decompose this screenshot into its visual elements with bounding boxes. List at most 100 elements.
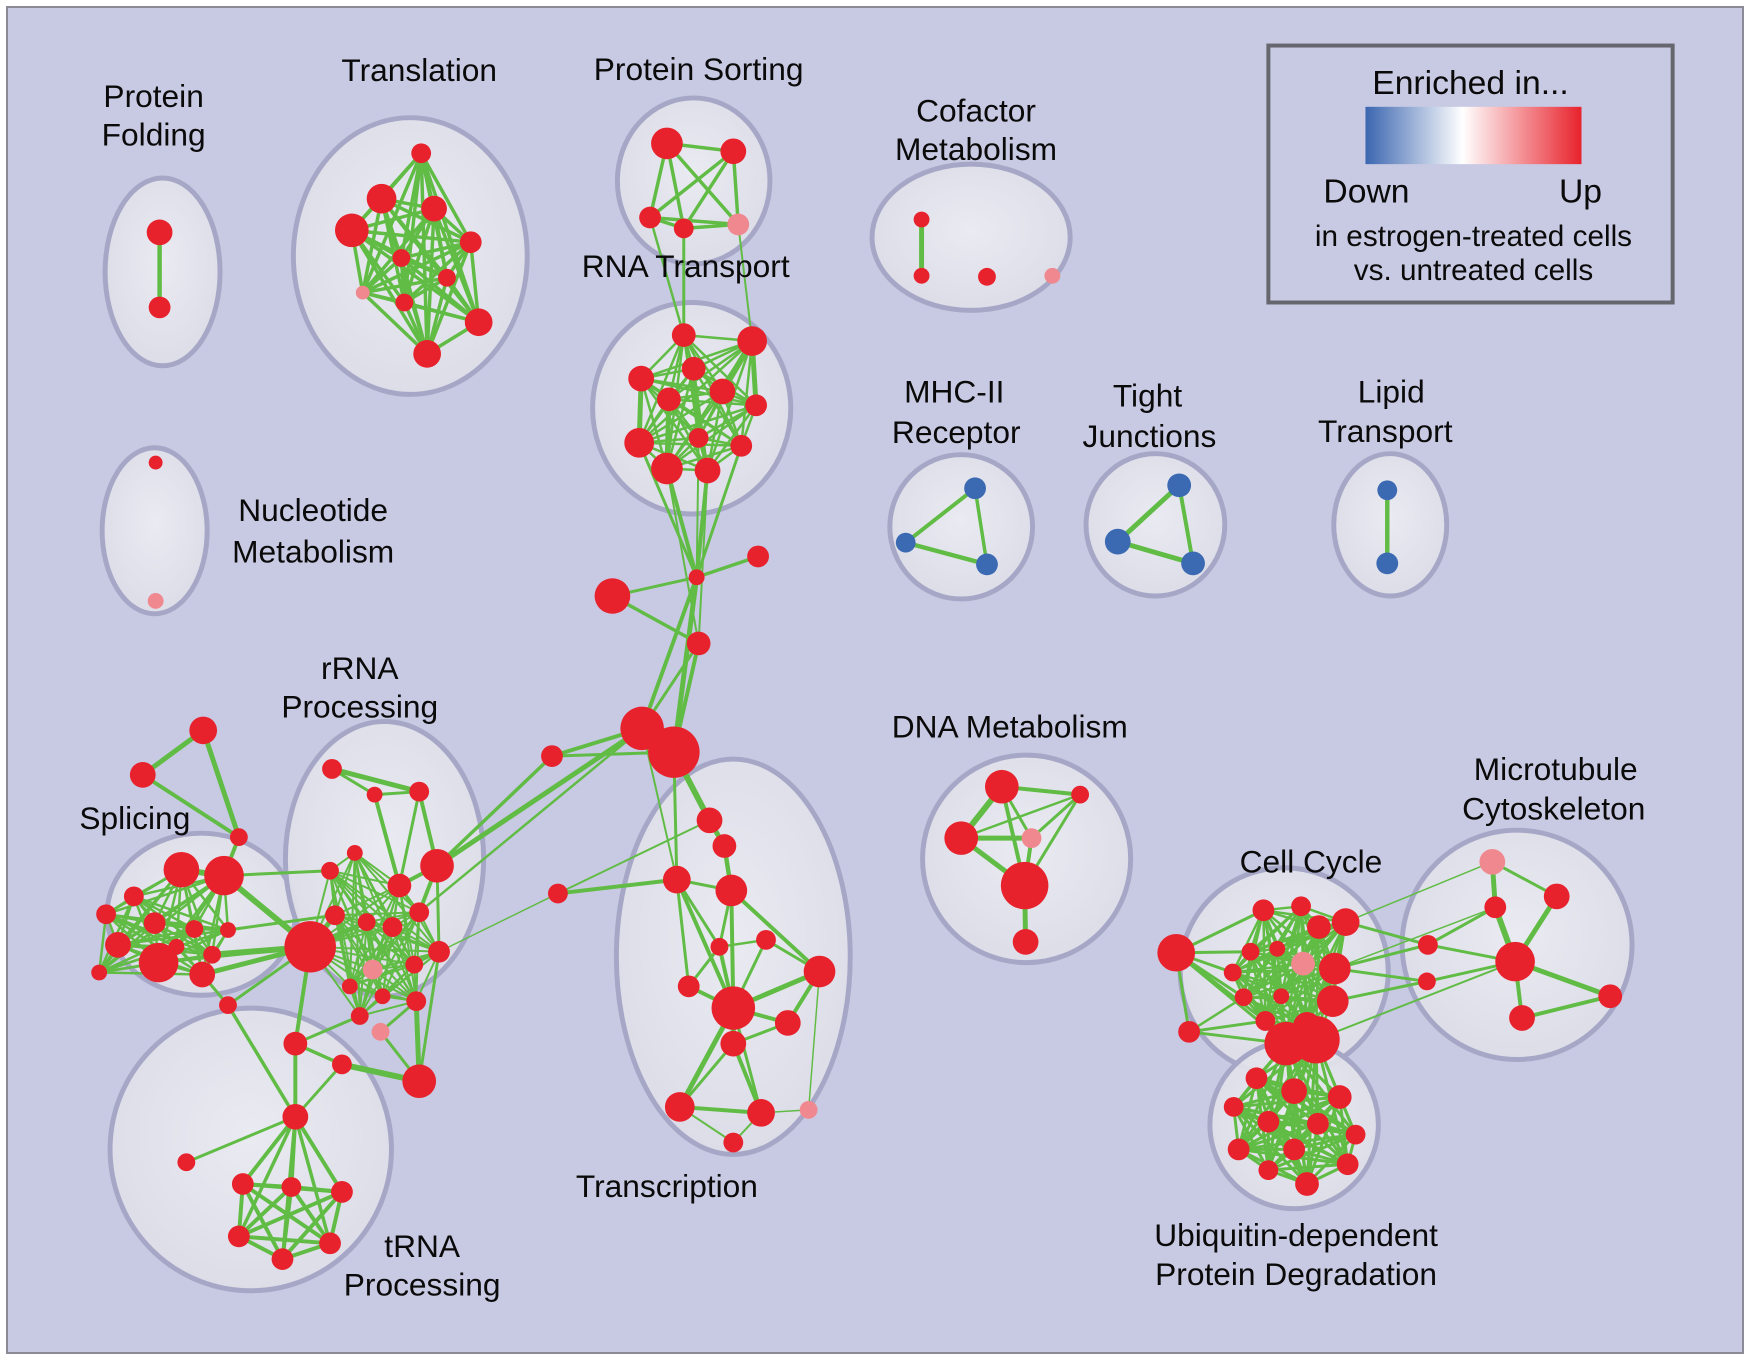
- node-psort-0: [651, 127, 683, 160]
- node-transc-6: [803, 955, 836, 988]
- edge: [959, 793, 1082, 840]
- edge: [398, 884, 418, 1003]
- cluster-ellipse-trna-processing: [107, 1005, 394, 1294]
- cluster-label-translation: Translation: [341, 52, 497, 88]
- legend-down-label: Down: [1323, 174, 1409, 211]
- edge: [903, 486, 978, 545]
- node-ubiq-6: [1345, 1124, 1366, 1145]
- cluster-label-nucleotide-metabolism: Metabolism: [232, 533, 394, 569]
- node-conn-7: [548, 883, 568, 904]
- node-transl-3: [334, 213, 369, 248]
- cluster-label-trna-processing: tRNA: [384, 1228, 461, 1264]
- node-conn-9: [129, 762, 156, 788]
- edge: [236, 1189, 344, 1239]
- node-mhc-0: [964, 477, 986, 500]
- edge: [637, 333, 686, 445]
- node-transc-9: [774, 1010, 801, 1036]
- cluster-label-tight-junctions: Junctions: [1083, 418, 1217, 454]
- edge: [675, 878, 691, 988]
- edge: [1305, 1038, 1318, 1186]
- edge: [641, 727, 678, 881]
- node-rrna-1: [366, 786, 383, 803]
- edge: [648, 215, 740, 227]
- figure-background: Protein Folding Translation Protein Sorting…: [6, 6, 1744, 1354]
- edge: [682, 149, 736, 231]
- edge: [350, 228, 429, 356]
- node-ccyc-4: [1307, 915, 1331, 939]
- node-ubiq-10: [1258, 1160, 1279, 1181]
- edge: [706, 339, 754, 472]
- edge: [664, 466, 699, 580]
- edge: [739, 339, 754, 448]
- edge: [1344, 920, 1430, 947]
- node-ubiq-1: [1281, 1078, 1308, 1104]
- node-mhc-2: [976, 553, 998, 576]
- node-psort-1: [720, 138, 747, 165]
- node-ccyc-12: [1273, 988, 1290, 1005]
- edge: [237, 1115, 298, 1239]
- node-transl-6: [438, 268, 456, 287]
- node-dna-4: [1000, 861, 1049, 910]
- node-rrna-15: [374, 988, 391, 1005]
- legend-box: [1266, 43, 1675, 305]
- edge: [293, 1114, 344, 1194]
- node-rrna-11: [362, 959, 383, 980]
- edge: [1520, 994, 1613, 1020]
- node-splice-1: [204, 855, 244, 896]
- cluster-label-microtubule-cytoskeleton: Cytoskeleton: [1462, 790, 1645, 826]
- node-transc-0: [696, 807, 723, 834]
- node-transl-10: [413, 340, 442, 368]
- edge: [640, 575, 699, 731]
- node-rnat-5: [657, 387, 681, 412]
- node-dna-0: [984, 769, 1019, 804]
- edge: [737, 223, 754, 343]
- node-splice-12: [189, 961, 216, 988]
- edge: [280, 1189, 344, 1262]
- edge: [639, 377, 758, 407]
- node-transl-2: [421, 195, 447, 222]
- node-rrna-20: [332, 1054, 352, 1075]
- node-rrna-2: [409, 781, 430, 802]
- node-trna-5: [227, 1225, 250, 1248]
- node-splice-2: [123, 886, 144, 907]
- edge: [329, 766, 422, 795]
- node-ccyc-8: [1291, 951, 1315, 976]
- edge: [1242, 967, 1336, 999]
- cluster-ellipse-nucleotide-metabolism: [99, 445, 210, 617]
- cluster-label-protein-folding: Folding: [102, 116, 206, 152]
- edge: [365, 921, 441, 953]
- edge: [226, 913, 337, 932]
- edge: [665, 141, 740, 227]
- edge: [1231, 905, 1303, 974]
- node-rrna-10: [284, 921, 336, 973]
- node-transc-10: [720, 1030, 747, 1057]
- edge: [333, 911, 421, 917]
- edge: [667, 398, 758, 407]
- node-micro-4: [1598, 984, 1623, 1009]
- cluster-ellipse-mhc-ii-receptor: [887, 452, 1036, 602]
- node-rrna-18: [420, 848, 454, 883]
- node-tight-1: [1104, 528, 1131, 555]
- node-trna-2: [231, 1173, 254, 1195]
- node-trna-4: [331, 1181, 353, 1203]
- node-splice-5: [185, 920, 204, 938]
- node-trna-0: [282, 1103, 309, 1130]
- edge: [360, 290, 429, 356]
- edge: [226, 1003, 298, 1119]
- node-rrna-22: [371, 1022, 390, 1041]
- edge: [648, 216, 686, 337]
- node-rnat-3: [628, 365, 655, 392]
- edge: [417, 727, 644, 914]
- node-micro-5: [1509, 1005, 1535, 1031]
- node-transl-8: [395, 293, 414, 312]
- edge: [665, 404, 758, 470]
- edge: [637, 441, 699, 579]
- edge: [1232, 1095, 1342, 1109]
- node-rrna-16: [406, 991, 427, 1012]
- node-conn-8: [189, 716, 218, 745]
- node-rrna-3: [321, 861, 339, 880]
- node-conn-0: [688, 569, 705, 586]
- node-conn-5: [648, 726, 700, 778]
- legend-gradient-bar: [1365, 106, 1582, 165]
- node-conn-3: [686, 631, 711, 656]
